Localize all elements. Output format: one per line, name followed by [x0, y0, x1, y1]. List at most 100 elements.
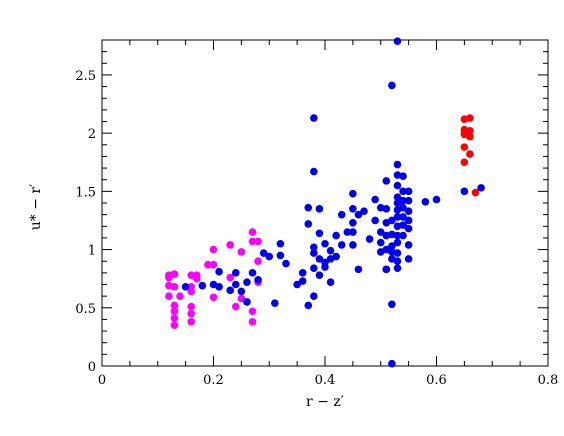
data-point: [170, 283, 179, 291]
x-tick-label: 0.4: [315, 373, 336, 388]
y-tick-label: 1.5: [75, 185, 96, 200]
data-point: [326, 246, 335, 255]
data-point: [337, 241, 346, 249]
data-point: [460, 187, 469, 196]
x-tick-label: 0.2: [203, 373, 224, 388]
data-point: [248, 237, 257, 246]
data-point: [254, 237, 262, 246]
x-tick-label: 0.6: [426, 373, 447, 388]
data-point: [326, 278, 335, 286]
data-point: [404, 241, 413, 249]
data-point: [466, 150, 474, 158]
data-point: [232, 280, 240, 289]
data-point: [460, 143, 469, 151]
data-point: [343, 228, 352, 236]
data-point: [349, 228, 357, 236]
data-point: [404, 196, 413, 205]
data-point: [176, 292, 184, 300]
data-point: [310, 243, 318, 252]
data-point: [466, 114, 474, 122]
data-point: [404, 187, 413, 196]
data-point: [388, 81, 396, 90]
data-point: [393, 264, 402, 273]
data-point: [399, 203, 407, 212]
data-point: [304, 203, 313, 212]
data-point: [226, 286, 235, 295]
data-point: [198, 281, 207, 290]
data-point: [477, 184, 485, 192]
x-tick-label: 0.8: [538, 373, 559, 388]
data-point: [349, 218, 357, 227]
data-point: [382, 205, 391, 213]
data-point: [282, 259, 290, 268]
data-points: [165, 37, 485, 368]
data-point: [226, 273, 235, 282]
data-point: [332, 231, 340, 240]
y-tick-label: 0.5: [75, 302, 96, 317]
data-point: [209, 293, 218, 302]
data-point: [393, 249, 402, 257]
data-point: [393, 213, 402, 221]
axis-ticks: [101, 39, 549, 367]
data-point: [259, 249, 268, 257]
data-point: [315, 255, 324, 263]
x-axis-label: r − z′: [306, 394, 344, 410]
data-point: [293, 280, 301, 289]
data-point: [209, 245, 218, 254]
data-point: [332, 252, 340, 261]
data-point: [321, 239, 329, 248]
data-point: [471, 188, 480, 197]
data-point: [298, 277, 307, 285]
data-point: [421, 198, 430, 206]
data-point: [393, 238, 402, 247]
data-point: [393, 257, 402, 266]
data-point: [304, 301, 313, 310]
y-tick-label: 1: [88, 244, 96, 259]
data-point: [376, 228, 385, 236]
data-point: [170, 321, 179, 330]
data-point: [404, 224, 413, 233]
data-point: [298, 269, 307, 277]
data-point: [393, 37, 402, 45]
data-point: [187, 309, 195, 318]
data-point: [365, 235, 374, 243]
data-point: [226, 241, 235, 249]
data-point: [399, 187, 407, 196]
data-point: [254, 276, 262, 284]
data-point: [170, 301, 179, 310]
data-point: [354, 210, 363, 219]
y-tick-label: 0: [88, 360, 96, 375]
data-point: [393, 231, 402, 240]
data-point: [388, 242, 396, 250]
data-point: [209, 260, 218, 269]
data-point: [192, 274, 201, 283]
data-point: [232, 269, 240, 277]
data-point: [399, 231, 407, 240]
data-point: [310, 249, 318, 257]
data-point: [360, 207, 368, 215]
y-tick-label: 2.5: [75, 69, 96, 84]
data-point: [349, 189, 357, 198]
data-point: [248, 317, 257, 326]
data-point: [349, 205, 357, 213]
data-point: [243, 298, 251, 306]
data-point: [232, 302, 240, 311]
data-point: [432, 195, 441, 204]
data-point: [310, 167, 318, 176]
data-point: [337, 210, 346, 219]
data-point: [460, 158, 469, 167]
data-point: [371, 195, 379, 204]
data-point: [399, 221, 407, 229]
data-point: [187, 287, 195, 296]
data-point: [165, 292, 173, 300]
data-point: [181, 283, 190, 291]
data-point: [404, 255, 413, 263]
y-tick-label: 2: [88, 127, 96, 142]
plot-frame: [101, 39, 549, 367]
data-point: [187, 302, 195, 311]
data-point: [376, 238, 385, 247]
data-point: [243, 278, 251, 286]
data-point: [388, 300, 396, 309]
data-point: [393, 193, 402, 201]
data-point: [315, 229, 324, 238]
